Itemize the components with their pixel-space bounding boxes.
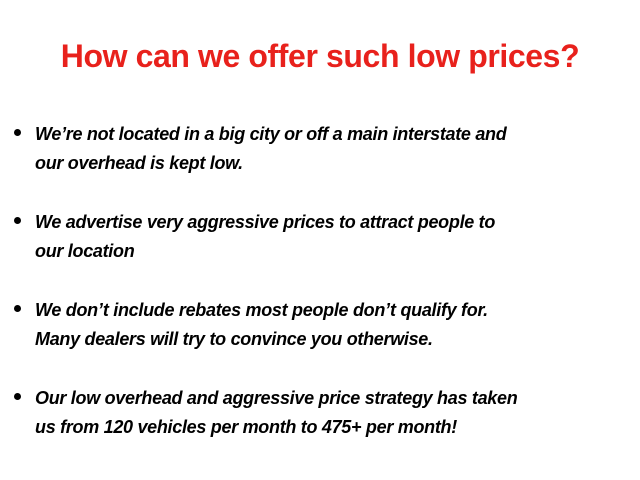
bullet-line: Many dealers will try to convince you ot… xyxy=(35,329,433,349)
bullet-icon xyxy=(14,305,21,312)
bullet-icon xyxy=(14,129,21,136)
bullet-line: our overhead is kept low. xyxy=(35,153,243,173)
bullet-line: our location xyxy=(35,241,135,261)
bullet-line: us from 120 vehicles per month to 475+ p… xyxy=(35,417,457,437)
slide-title: How can we offer such low prices? xyxy=(10,36,630,76)
bullet-line: We’re not located in a big city or off a… xyxy=(35,124,507,144)
bullet-icon xyxy=(14,393,21,400)
title-text: How can we offer such low prices? xyxy=(60,38,580,74)
bullet-line: We advertise very aggressive prices to a… xyxy=(35,212,496,232)
bullet-icon xyxy=(14,217,21,224)
bullet-line: We don’t include rebates most people don… xyxy=(35,300,488,320)
bullet-line: Our low overhead and aggressive price st… xyxy=(35,388,518,408)
